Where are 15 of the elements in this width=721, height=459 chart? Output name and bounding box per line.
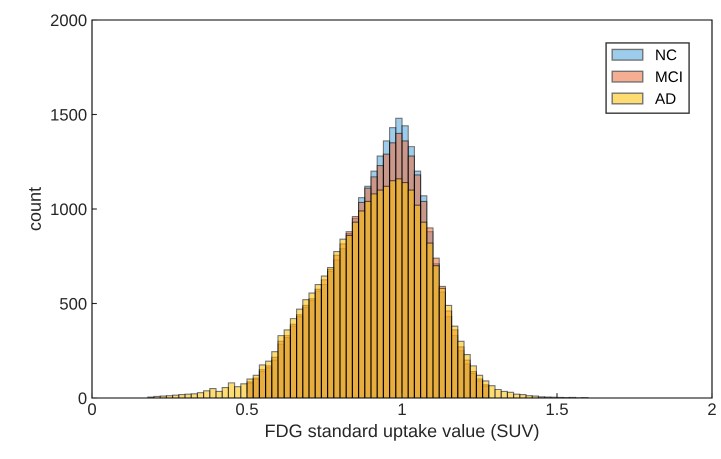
x-tick-label: 2 bbox=[708, 403, 716, 415]
y-tick-label: 0 bbox=[78, 392, 86, 404]
y-tick-label: 1500 bbox=[51, 108, 86, 121]
x-axis-title: FDG standard uptake value (SUV) bbox=[266, 424, 538, 441]
x-tick-label: 0 bbox=[88, 403, 96, 416]
x-tick-label: 1.5 bbox=[546, 403, 568, 416]
y-tick-label: 1000 bbox=[51, 203, 86, 216]
legend-label: NC bbox=[656, 49, 676, 60]
legend-label: AD bbox=[655, 93, 676, 104]
y-axis-title: count bbox=[29, 187, 41, 230]
x-tick-label: 0.5 bbox=[236, 403, 258, 416]
y-tick-label: 2000 bbox=[50, 14, 86, 26]
legend-label: MCI bbox=[656, 71, 682, 82]
y-tick-label: 500 bbox=[60, 298, 86, 310]
x-tick-label: 1 bbox=[398, 403, 406, 415]
